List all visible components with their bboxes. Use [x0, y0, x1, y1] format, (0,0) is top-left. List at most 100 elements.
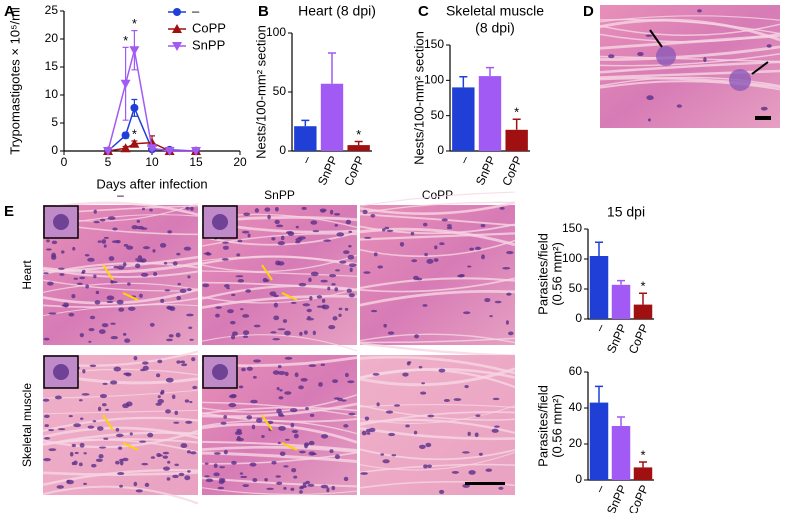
error-bar — [639, 292, 647, 305]
nucleus — [380, 453, 385, 456]
nucleus — [51, 240, 58, 245]
nucleus — [316, 305, 324, 308]
nucleus — [137, 255, 143, 261]
chart-title: Heart (8 dpi) — [298, 3, 376, 19]
nucleus — [464, 385, 469, 389]
nucleus — [329, 449, 334, 453]
fiber — [599, 15, 781, 23]
x-tick-label: CoPP — [341, 154, 367, 188]
point — [120, 143, 131, 153]
nucleus — [171, 394, 176, 400]
nucleus — [287, 231, 295, 237]
nucleus — [163, 261, 168, 265]
nucleus — [427, 464, 432, 468]
nucleus — [414, 334, 419, 339]
nucleus — [275, 475, 282, 478]
nucleus — [282, 319, 288, 323]
nucleus — [360, 472, 368, 475]
nucleus — [272, 370, 280, 375]
nucleus — [332, 379, 339, 384]
nucleus — [484, 298, 491, 303]
nucleus — [165, 377, 174, 383]
arrow — [122, 442, 139, 451]
y-axis-label: Nests/100-mm² section — [411, 31, 426, 165]
nucleus — [51, 252, 56, 258]
fiber — [599, 32, 781, 43]
nucleus — [43, 272, 49, 275]
nucleus — [278, 425, 286, 431]
nucleus — [113, 366, 122, 372]
nucleus — [81, 271, 85, 274]
nucleus — [136, 219, 141, 223]
nucleus — [338, 313, 342, 317]
bar — [589, 402, 609, 480]
nucleus — [391, 454, 397, 457]
fiber — [42, 261, 199, 274]
y-tick-label: 150 — [424, 37, 444, 51]
nucleus — [240, 308, 244, 311]
fiber — [201, 445, 358, 453]
nucleus — [181, 363, 188, 367]
nucleus — [344, 307, 349, 311]
nucleus — [191, 357, 196, 362]
nucleus — [231, 331, 238, 336]
fiber — [201, 287, 358, 304]
nucleus — [294, 372, 299, 378]
nucleus — [320, 279, 328, 283]
nucleus — [45, 248, 52, 251]
fiber — [359, 418, 516, 435]
nucleus — [299, 490, 303, 494]
nucleus — [61, 250, 65, 254]
fiber — [359, 448, 516, 461]
nucleus — [101, 239, 107, 244]
arrow — [261, 264, 273, 281]
nucleus — [424, 252, 428, 257]
fiber — [42, 416, 199, 433]
nucleus — [136, 259, 145, 263]
nucleus — [42, 398, 50, 402]
nucleus — [71, 443, 76, 448]
nucleus — [506, 292, 512, 296]
fiber — [599, 53, 781, 67]
nucleus — [110, 335, 119, 340]
nucleus — [44, 414, 50, 419]
fiber — [359, 289, 516, 307]
bar — [478, 76, 502, 151]
y-tick-label: 100 — [266, 25, 286, 39]
nucleus — [290, 422, 295, 428]
nucleus — [469, 247, 475, 251]
error-bar — [354, 140, 363, 146]
legend-marker — [173, 8, 181, 16]
nucleus — [301, 206, 307, 210]
significance: * — [123, 33, 128, 48]
row-label: Heart — [20, 260, 34, 290]
nucleus — [204, 475, 210, 478]
nucleus — [115, 427, 120, 432]
nucleus — [703, 57, 707, 63]
nucleus — [421, 382, 425, 385]
nucleus — [123, 372, 130, 376]
nucleus — [277, 365, 282, 369]
nucleus — [68, 312, 75, 317]
fiber — [359, 277, 516, 290]
nucleus — [346, 288, 352, 293]
nucleus — [646, 95, 654, 101]
panel-letter: E — [4, 203, 14, 220]
nucleus — [425, 442, 432, 448]
nucleus — [117, 446, 123, 450]
nucleus — [74, 451, 79, 454]
nucleus — [365, 428, 371, 433]
column-label: CoPP — [422, 188, 453, 202]
nucleus — [411, 259, 418, 263]
nucleus — [499, 206, 505, 210]
nucleus — [348, 263, 357, 268]
parasite-nest — [656, 46, 676, 66]
nucleus — [468, 470, 476, 475]
nucleus — [271, 237, 276, 241]
nucleus — [84, 254, 90, 257]
fiber — [42, 282, 199, 293]
nucleus — [78, 399, 83, 402]
nucleus — [249, 462, 257, 467]
nucleus — [71, 294, 76, 299]
nucleus — [165, 409, 171, 414]
